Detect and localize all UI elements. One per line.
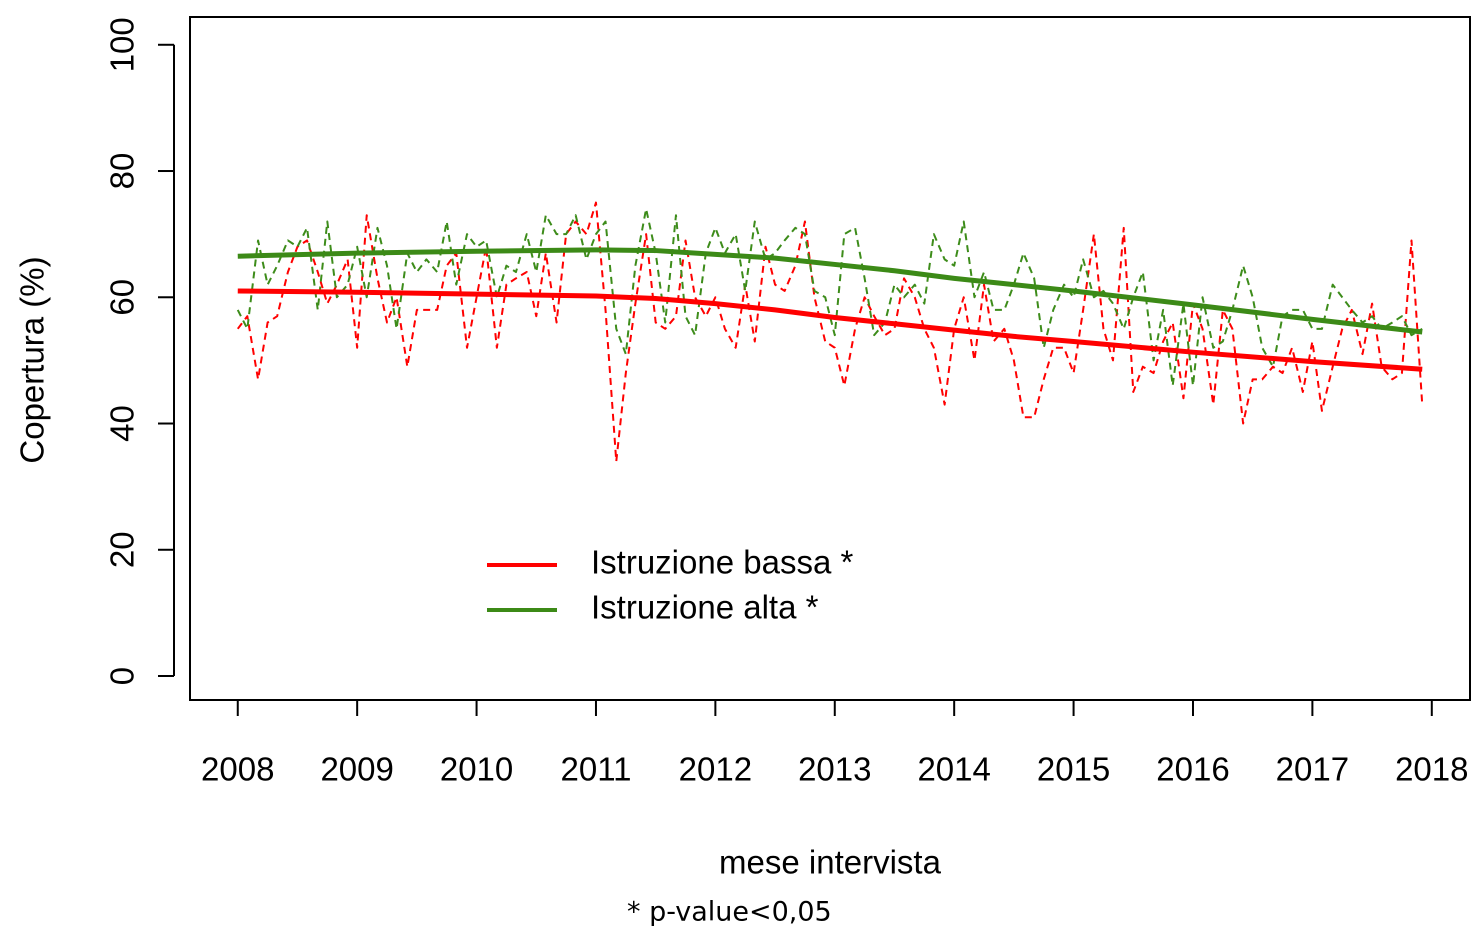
monthly-line [236,201,1424,463]
x-tick-label: 2011 [560,751,631,788]
x-tick-label: 2008 [201,751,274,788]
y-axis-label: Copertura (%) [14,256,51,463]
y-tick-label: 80 [104,153,141,190]
trend-line [237,288,1423,372]
x-tick-label: 2016 [1156,751,1229,788]
x-tick-label: 2013 [798,751,871,788]
x-tick-label: 2017 [1276,751,1349,788]
x-tick-label: 2018 [1395,751,1468,788]
footnote: * p-value<0,05 [627,897,832,928]
x-axis-label: mese intervista [719,844,942,881]
y-tick-label: 0 [104,667,141,685]
x-tick-label: 2010 [440,751,513,788]
y-tick-label: 40 [104,405,141,442]
trend-line [237,247,1423,335]
y-tick-label: 60 [104,279,141,316]
x-tick-label: 2015 [1037,751,1110,788]
y-tick-label: 20 [104,531,141,568]
legend-label: Istruzione bassa * [591,544,853,581]
x-tick-label: 2009 [320,751,393,788]
x-tick-label: 2012 [679,751,752,788]
y-tick-label: 100 [104,17,141,72]
monthly-line [236,207,1423,387]
legend-label: Istruzione alta * [591,589,819,626]
x-tick-label: 2014 [917,751,990,788]
